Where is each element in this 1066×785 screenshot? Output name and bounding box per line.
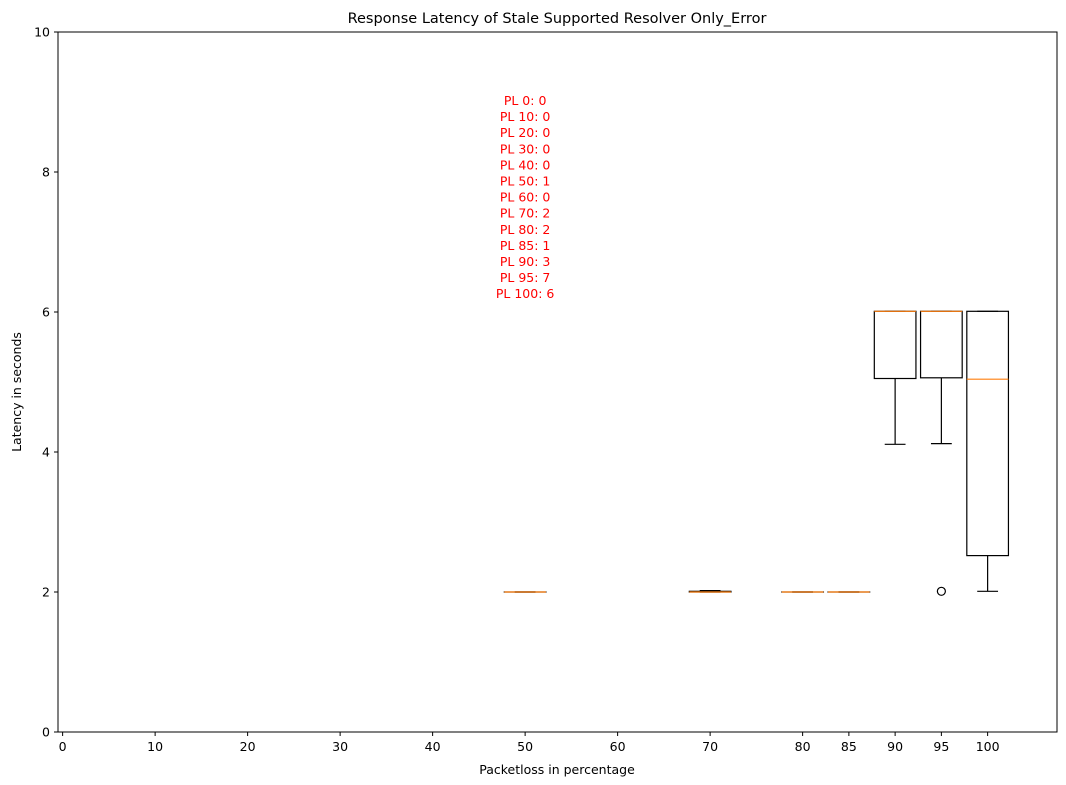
annotation-line: PL 20: 0 bbox=[500, 125, 551, 140]
x-tick-label: 40 bbox=[425, 739, 441, 754]
x-tick-label: 100 bbox=[976, 739, 1000, 754]
y-tick-label: 0 bbox=[42, 725, 50, 740]
box-body bbox=[919, 310, 963, 379]
y-tick-label: 10 bbox=[34, 25, 50, 40]
x-tick-label: 0 bbox=[59, 739, 67, 754]
annotation-line: PL 80: 2 bbox=[500, 222, 551, 237]
x-tick-label: 10 bbox=[147, 739, 163, 754]
annotation-line: PL 90: 3 bbox=[500, 254, 551, 269]
annotation-line: PL 60: 0 bbox=[500, 190, 551, 205]
y-tick-label: 4 bbox=[42, 445, 50, 460]
y-tick-label: 6 bbox=[42, 305, 50, 320]
annotation-line: PL 30: 0 bbox=[500, 141, 551, 156]
annotation-line: PL 40: 0 bbox=[500, 157, 551, 172]
x-tick-label: 90 bbox=[887, 739, 903, 754]
x-tick-label: 50 bbox=[517, 739, 533, 754]
x-tick-label: 85 bbox=[841, 739, 857, 754]
x-axis-label: Packetloss in percentage bbox=[479, 762, 635, 777]
x-tick-label: 80 bbox=[795, 739, 811, 754]
annotation-line: PL 0: 0 bbox=[504, 93, 547, 108]
plot-frame bbox=[57, 31, 1058, 733]
annotation-line: PL 10: 0 bbox=[500, 109, 551, 124]
y-tick-label: 8 bbox=[42, 165, 50, 180]
box-body bbox=[966, 310, 1010, 557]
y-axis-label: Latency in seconds bbox=[9, 332, 24, 452]
annotation-line: PL 70: 2 bbox=[500, 206, 551, 221]
x-tick-label: 95 bbox=[933, 739, 949, 754]
x-tick-label: 30 bbox=[332, 739, 348, 754]
y-tick-label: 2 bbox=[42, 585, 50, 600]
annotation-line: PL 95: 7 bbox=[500, 270, 551, 285]
x-tick-label: 60 bbox=[610, 739, 626, 754]
annotation-line: PL 85: 1 bbox=[500, 238, 551, 253]
outlier-point bbox=[936, 586, 946, 596]
annotation-line: PL 100: 6 bbox=[496, 286, 555, 301]
chart-title: Response Latency of Stale Supported Reso… bbox=[348, 11, 767, 27]
annotation-line: PL 50: 1 bbox=[500, 174, 551, 189]
box-body bbox=[873, 310, 917, 380]
x-tick-label: 20 bbox=[240, 739, 256, 754]
x-tick-label: 70 bbox=[702, 739, 718, 754]
